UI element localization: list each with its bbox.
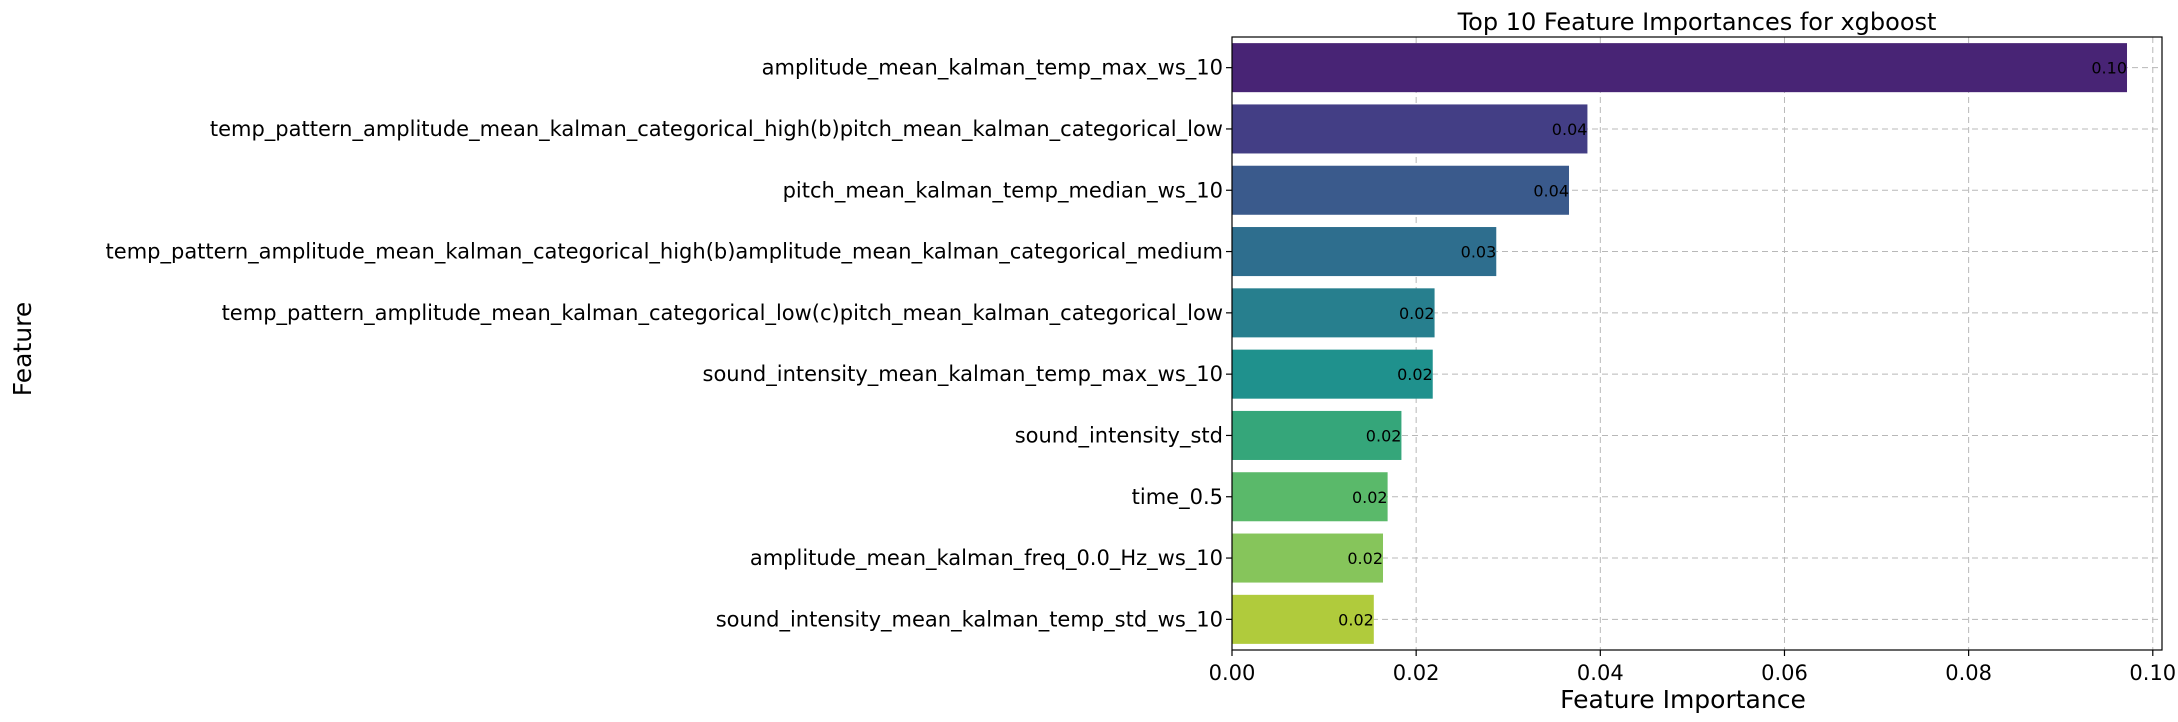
y-tick-label: sound_intensity_std [1015,423,1223,448]
x-tick-label: 0.08 [1945,661,1992,685]
y-tick-label: amplitude_mean_kalman_freq_0.0_Hz_ws_10 [750,546,1223,571]
bar [1232,533,1384,583]
bar-value-label: 0.04 [1552,120,1588,139]
x-tick-label: 0.06 [1761,661,1808,685]
y-tick-label: temp_pattern_amplitude_mean_kalman_categ… [210,117,1223,142]
x-tick-label: 0.00 [1209,661,1256,685]
labels-layer: 0.10 amplitude_mean_kalman_temp_max_ws_10… [106,56,2177,685]
bar [1232,227,1497,277]
plot-frame [1231,36,2163,651]
bar-value-label: 0.02 [1347,549,1383,568]
bar-value-label: 0.10 [2091,59,2127,78]
bar-value-label: 0.02 [1366,426,1402,445]
x-tick-label: 0.10 [2129,661,2176,685]
bar [1232,349,1433,399]
bar [1232,104,1588,154]
bar [1232,472,1388,522]
bar-value-label: 0.04 [1533,181,1569,200]
y-tick-label: temp_pattern_amplitude_mean_kalman_categ… [106,240,1223,265]
bar [1232,43,2128,93]
y-tick-label: sound_intensity_mean_kalman_temp_max_ws_… [703,362,1224,387]
y-tick-label: amplitude_mean_kalman_temp_max_ws_10 [762,56,1223,81]
bar-value-label: 0.02 [1338,610,1374,629]
x-tick-label: 0.04 [1577,661,1624,685]
y-axis-title: Feature [8,302,37,396]
bar-value-label: 0.02 [1399,304,1435,323]
bar [1232,288,1435,338]
bar [1232,165,1570,215]
bar-value-label: 0.02 [1352,488,1388,507]
bar-value-label: 0.02 [1397,365,1433,384]
y-tick-label: sound_intensity_mean_kalman_temp_std_ws_… [716,607,1223,632]
y-tick-label: pitch_mean_kalman_temp_median_ws_10 [783,178,1223,203]
x-tick-label: 0.02 [1393,661,1440,685]
chart-title: Top 10 Feature Importances for xgboost [1457,8,1937,36]
bar [1232,594,1374,644]
bar-value-label: 0.03 [1461,243,1497,262]
y-tick-label: temp_pattern_amplitude_mean_kalman_categ… [222,301,1223,326]
bars-layer [1232,43,2128,644]
y-tick-label: time_0.5 [1132,485,1223,510]
bar [1232,410,1402,460]
axes-layer [1226,36,2163,656]
x-axis-title: Feature Importance [1560,685,1806,714]
